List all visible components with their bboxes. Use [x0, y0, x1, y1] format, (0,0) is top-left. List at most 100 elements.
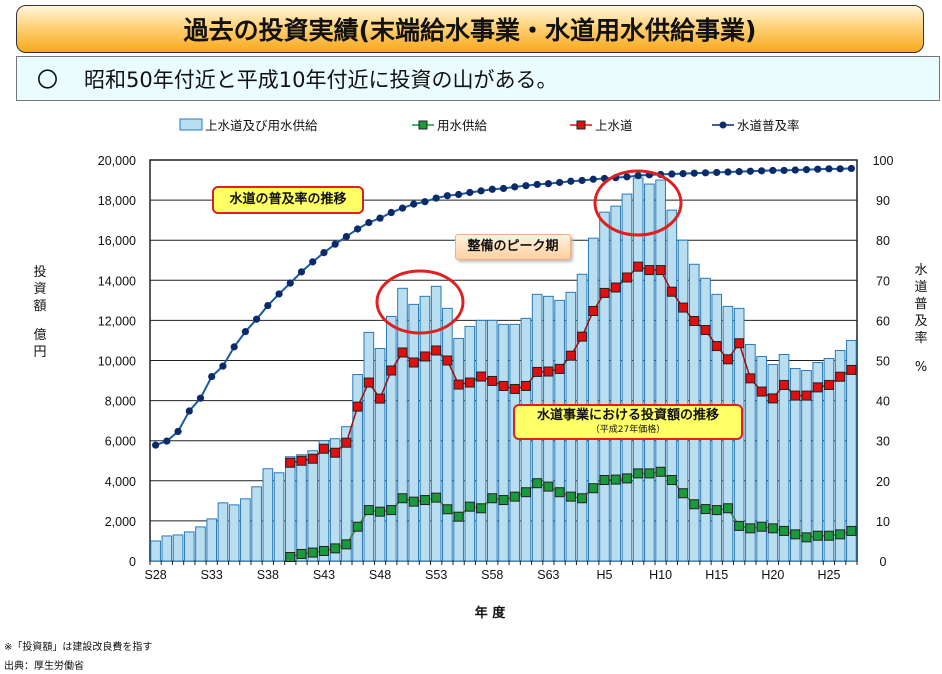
upper-marker-H10: [655, 265, 666, 276]
rate-marker-S53: [432, 194, 440, 202]
upper-marker-H2: [565, 350, 576, 361]
bar-H19: [756, 355, 767, 562]
supply-marker-H16: [722, 503, 733, 514]
rate-marker-S30: [174, 427, 182, 436]
bar-H5: [599, 211, 610, 562]
axis-label-char: [32, 315, 48, 327]
legend-label: 水道普及率: [737, 118, 800, 133]
y2-tick-label: 100: [873, 154, 894, 168]
supply-marker-H2: [565, 491, 576, 502]
supply-marker-H4: [588, 483, 599, 494]
rate-marker-H25: [825, 165, 833, 173]
supply-marker-S57: [476, 503, 487, 514]
bar-S41: [296, 454, 307, 562]
rate-marker-H3: [578, 176, 586, 185]
rate-marker-H18: [746, 167, 754, 175]
upper-marker-S47: [363, 377, 374, 388]
axis-label-char: 投: [33, 265, 47, 280]
bar-S38: [262, 468, 274, 562]
rate-marker-H13: [690, 169, 698, 177]
annotation-price-basis: （平成27年価格）: [590, 425, 666, 435]
upper-marker-H12: [678, 302, 689, 313]
rate-marker-S44: [331, 240, 339, 248]
upper-marker-S63: [543, 366, 554, 377]
upper-marker-H17: [734, 338, 745, 349]
bar-S49: [385, 315, 397, 562]
y-axis-label: 投資額億円: [32, 264, 48, 361]
supply-marker-H18: [745, 523, 756, 534]
supply-marker-H6: [610, 474, 621, 485]
upper-marker-S62: [532, 366, 543, 377]
rate-marker-S41: [297, 268, 306, 276]
bar-S37: [251, 486, 262, 562]
supply-marker-S58: [487, 493, 498, 504]
rate-marker-S50: [398, 204, 407, 212]
annotation-peak-period: 整備のピーク期: [455, 234, 571, 260]
rate-marker-H15: [713, 168, 721, 177]
rate-marker-S56: [466, 188, 474, 197]
rate-marker-S42: [309, 258, 317, 266]
bar-S56: [464, 325, 476, 562]
bar-H25: [823, 357, 835, 562]
supply-marker-S59: [498, 495, 509, 506]
y2-tick-label: 20: [876, 475, 890, 489]
supply-marker-S41: [296, 548, 307, 559]
y2-axis-label: 水道普及率%: [913, 262, 929, 376]
legend-bar-swatch: [179, 118, 203, 131]
rate-marker-H27: [847, 164, 855, 173]
axis-label-char: 水: [914, 263, 928, 278]
bar-H23: [801, 370, 812, 562]
upper-marker-H25: [823, 379, 834, 390]
y-tick-label: 6,000: [105, 435, 136, 449]
y2-tick-label: 10: [876, 515, 890, 529]
rate-marker-S38: [264, 301, 272, 310]
supply-marker-H23: [801, 532, 812, 543]
bar-H24: [812, 362, 824, 562]
y-tick-label: 12,000: [98, 314, 136, 328]
axis-label-char: 普: [914, 297, 928, 312]
x-tick-label: S48: [369, 568, 391, 582]
upper-marker-H6: [610, 282, 621, 293]
y2-tick-label: 90: [876, 194, 890, 208]
bar-H12: [677, 239, 689, 562]
upper-marker-H24: [812, 382, 823, 393]
y-tick-label: 8,000: [105, 395, 136, 409]
bar-S55: [453, 337, 464, 562]
rate-marker-S52: [421, 198, 429, 206]
axis-label-char: 率: [914, 331, 928, 346]
x-tick-label: H25: [817, 568, 840, 582]
rate-marker-S48: [376, 214, 384, 222]
bar-H20: [767, 364, 779, 562]
supply-marker-S54: [442, 504, 453, 515]
supply-marker-H13: [689, 499, 700, 510]
supply-marker-H3: [577, 493, 588, 504]
upper-marker-S59: [498, 380, 509, 391]
upper-marker-S52: [419, 351, 430, 362]
upper-marker-S46: [352, 401, 363, 412]
annotation-penetration-trend: 水道の普及率の推移: [212, 186, 364, 214]
upper-marker-S48: [375, 393, 386, 404]
supply-marker-S48: [375, 506, 386, 517]
footnote: ※「投資額」は建設改良費を指す: [4, 642, 153, 653]
supply-marker-H22: [790, 529, 801, 540]
supply-marker-S63: [543, 481, 554, 492]
supply-marker-H24: [812, 530, 823, 541]
supply-marker-S49: [386, 505, 397, 516]
page-title-text: 過去の投資実績(末端給水事業・水道用水供給事業): [183, 16, 757, 45]
upper-marker-H26: [835, 371, 846, 382]
y-tick-label: 16,000: [98, 234, 136, 248]
y2-tick-label: 60: [876, 314, 890, 328]
supply-marker-H9: [644, 468, 655, 479]
y2-tick-label: 70: [876, 274, 890, 288]
bar-S51: [408, 303, 420, 562]
rate-marker-H1: [556, 178, 564, 187]
bar-H22: [789, 368, 801, 562]
supply-marker-H27: [846, 525, 857, 536]
supply-marker-S47: [363, 505, 374, 516]
x-tick-label: S28: [144, 568, 166, 582]
highlight-ellipse-heisei: [593, 169, 683, 237]
rate-marker-S51: [410, 200, 418, 208]
rate-marker-S29: [163, 437, 171, 445]
supply-marker-S45: [341, 539, 352, 550]
upper-marker-H20: [767, 393, 778, 404]
